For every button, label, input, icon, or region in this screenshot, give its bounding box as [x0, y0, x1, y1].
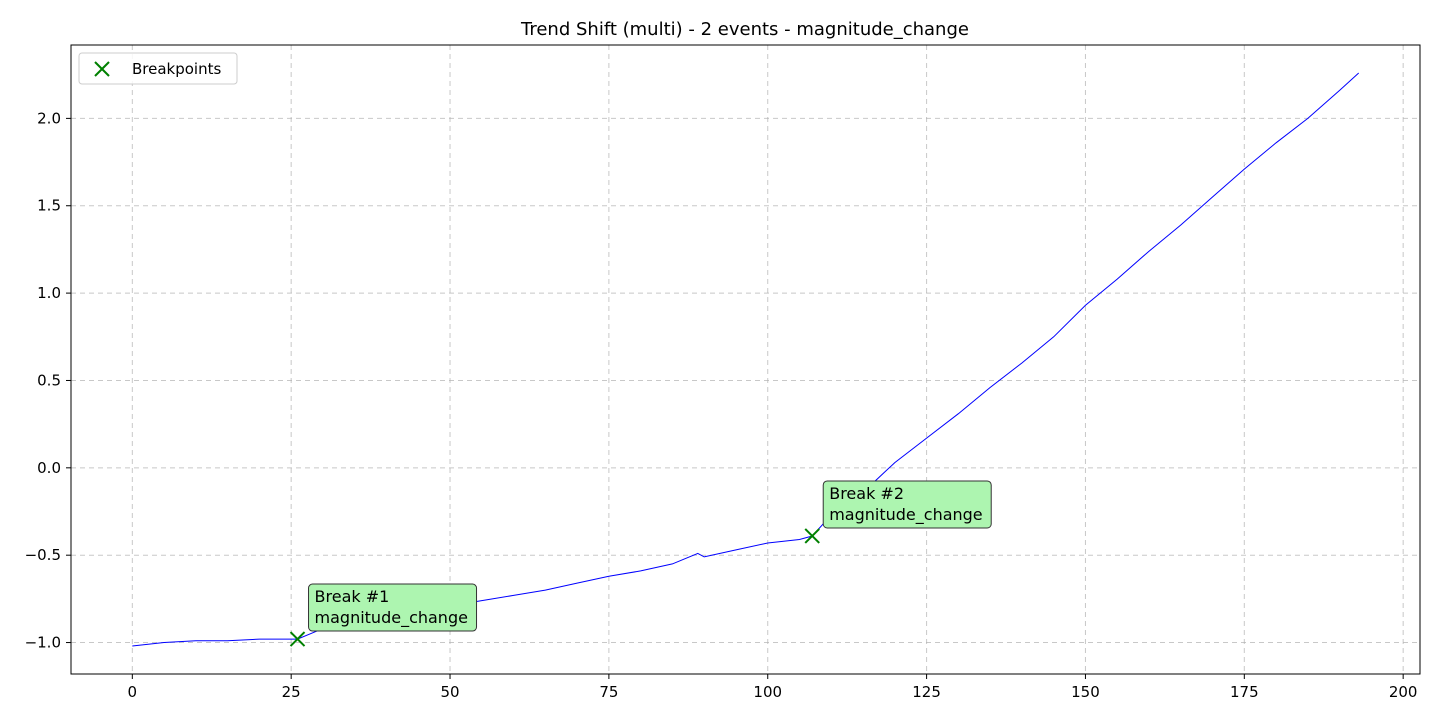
x-tick-label: 100	[753, 683, 782, 701]
annotation-text: magnitude_change	[829, 505, 982, 525]
breakpoint-marker	[289, 631, 306, 647]
x-tick-label: 50	[440, 683, 459, 701]
annotation-text: Break #2	[829, 484, 904, 503]
legend-box	[78, 52, 238, 85]
y-tick-label: 1.5	[37, 197, 61, 215]
grid	[71, 45, 1420, 674]
annotations: Break #1 magnitude_change Break #2 magnitud…	[308, 480, 992, 632]
chart-title: Trend Shift (multi) - 2 events - magnitu…	[520, 19, 969, 40]
x-tick-label: 25	[282, 683, 301, 701]
y-tick-label: 0.0	[37, 459, 61, 477]
ticks: 0 25 50 75 100 125 150 175 200 −1.0 −0.5 0.0 0.5 1.0 1…	[25, 109, 1418, 701]
annotation-box	[822, 480, 992, 529]
annotation-text: magnitude_change	[315, 608, 468, 628]
plot-frame	[70, 44, 1421, 675]
legend: Breakpoints	[78, 52, 238, 85]
x-tick-label: 175	[1230, 683, 1259, 701]
legend-label: Breakpoints	[132, 60, 221, 78]
annotation: Break #1 magnitude_change	[308, 583, 478, 632]
x-tick-label: 200	[1389, 683, 1418, 701]
breakpoint-marker-stroke	[289, 631, 306, 647]
y-tick-label: 2.0	[37, 109, 61, 127]
y-tick-label: −0.5	[25, 546, 61, 564]
x-tick-label: 150	[1071, 683, 1100, 701]
y-tick-label: −1.0	[25, 634, 61, 652]
y-tick-label: 1.0	[37, 284, 61, 302]
annotation-box	[308, 583, 478, 632]
x-tick-label: 75	[599, 683, 618, 701]
legend-marker-icon	[94, 61, 110, 77]
x-tick-label: 125	[912, 683, 941, 701]
breakpoint-markers	[289, 528, 820, 647]
breakpoint-marker	[804, 528, 820, 544]
x-tick-label: 0	[128, 683, 138, 701]
annotation-text: Break #1	[315, 587, 390, 606]
annotation: Break #2 magnitude_change	[822, 480, 992, 529]
y-tick-label: 0.5	[37, 371, 61, 389]
breakpoint-marker-stroke	[804, 528, 820, 544]
